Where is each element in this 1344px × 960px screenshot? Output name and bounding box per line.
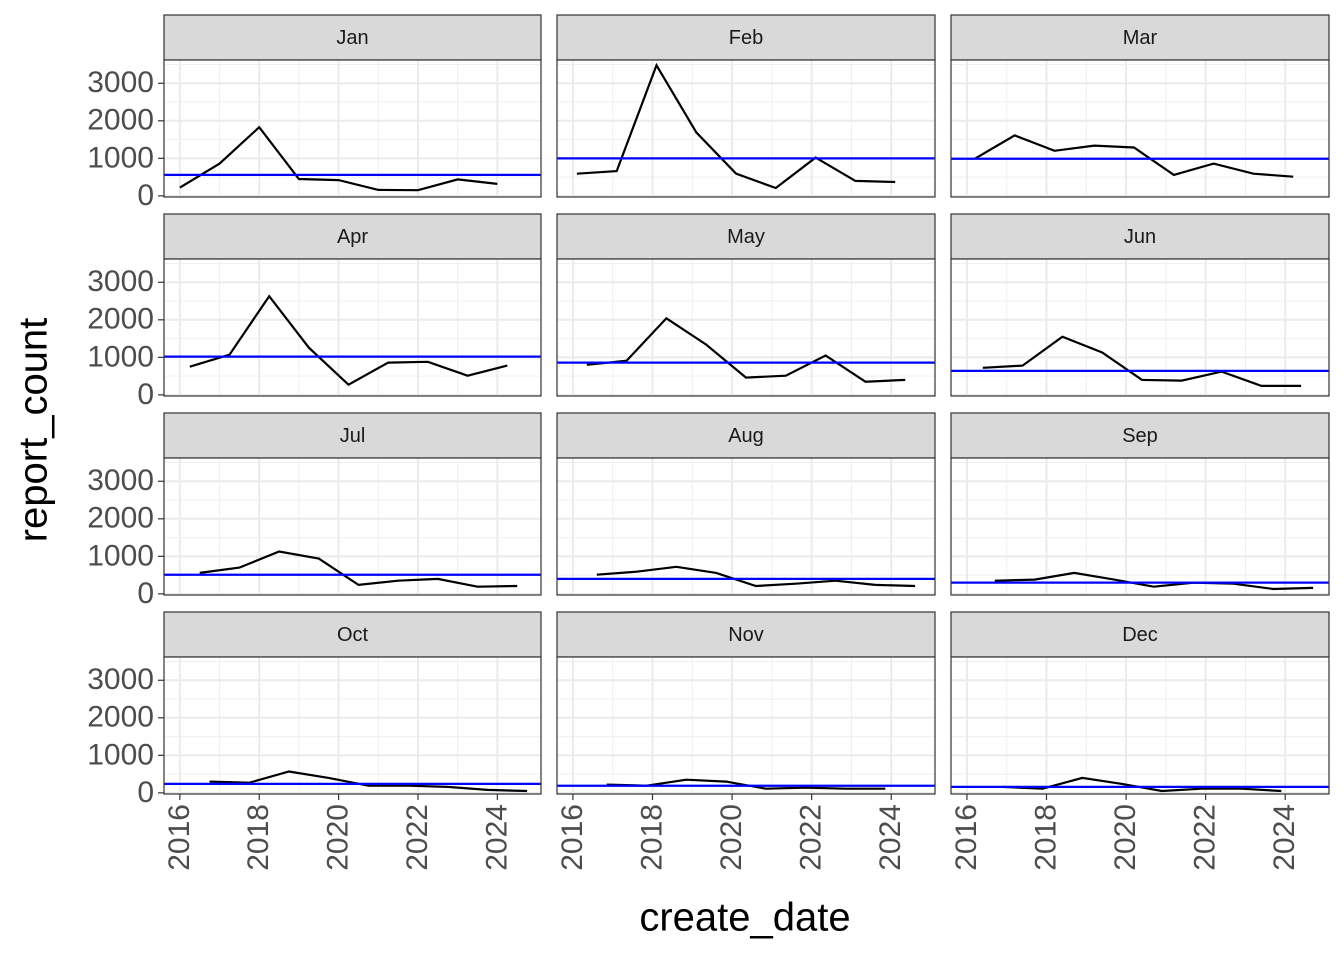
facet-title: Jan (336, 27, 368, 49)
facet-title: Sep (1122, 425, 1158, 447)
data-line (586, 316, 906, 383)
x-tick-label: 2018 (1029, 804, 1062, 871)
facet-title: Nov (728, 624, 764, 646)
x-tick-label: 2022 (795, 804, 828, 871)
x-tick-label: 2018 (242, 804, 275, 871)
facet-title: Apr (337, 226, 368, 248)
facet-strip (556, 412, 936, 459)
panel-border (950, 457, 1330, 596)
facet-title: Dec (1122, 624, 1158, 646)
x-tick-label: 2016 (556, 804, 589, 871)
x-tick-label: 2024 (1268, 804, 1301, 871)
y-tick-label: 0 (137, 179, 154, 212)
panel-border (950, 59, 1330, 198)
y-tick-label: 0 (137, 577, 154, 610)
panel-background (164, 259, 541, 396)
facet-title: Jul (340, 425, 366, 447)
x-tick-label: 2020 (1109, 804, 1142, 871)
x-tick-label: 2020 (322, 804, 355, 871)
y-axis-title: report_count (12, 318, 56, 543)
y-tick-label: 3000 (87, 663, 154, 696)
facet-title: Feb (729, 27, 763, 49)
facet-title: Aug (728, 425, 764, 447)
y-tick-label: 1000 (87, 141, 154, 174)
x-tick-label: 2024 (480, 804, 513, 871)
panel-border (163, 258, 542, 397)
x-tick-label: 2024 (874, 804, 907, 871)
panel-border (163, 59, 542, 198)
facet-strip (163, 611, 542, 658)
facet-strip (556, 213, 936, 260)
facet-strip (163, 14, 542, 61)
panel-border (556, 656, 936, 795)
data-line (199, 550, 518, 588)
y-tick-label: 2000 (87, 104, 154, 137)
y-tick-label: 2000 (87, 701, 154, 734)
x-tick-label: 2016 (950, 804, 983, 871)
data-line (189, 294, 508, 387)
panel-border (163, 656, 542, 795)
data-line (596, 565, 916, 588)
x-tick-label: 2022 (401, 804, 434, 871)
facet-strip (950, 412, 1330, 459)
x-tick-label: 2018 (635, 804, 668, 871)
y-tick-label: 1000 (87, 340, 154, 373)
data-line (209, 770, 528, 793)
y-tick-label: 1000 (87, 738, 154, 771)
facet-title: Mar (1123, 27, 1158, 49)
panel-background (164, 60, 541, 197)
facet-strip (950, 14, 1330, 61)
panel-background (951, 60, 1329, 197)
x-tick-label: 2022 (1189, 804, 1222, 871)
data-line (179, 125, 498, 192)
panel-background (557, 657, 935, 794)
y-tick-label: 0 (137, 378, 154, 411)
data-line (576, 62, 896, 190)
y-tick-label: 1000 (87, 539, 154, 572)
panel-border (556, 59, 936, 198)
data-line (974, 134, 1294, 178)
panel-border (556, 457, 936, 596)
y-tick-label: 3000 (87, 66, 154, 99)
panel-background (951, 259, 1329, 396)
panel-background (951, 657, 1329, 794)
x-axis-title: create_date (639, 896, 850, 940)
y-tick-label: 2000 (87, 303, 154, 336)
panel-background (164, 657, 541, 794)
data-line (994, 571, 1314, 591)
facet-title: Oct (337, 624, 369, 646)
y-tick-label: 3000 (87, 265, 154, 298)
data-line (982, 335, 1302, 387)
y-tick-label: 2000 (87, 502, 154, 535)
y-tick-label: 3000 (87, 464, 154, 497)
x-tick-label: 2020 (715, 804, 748, 871)
facet-title: Jun (1124, 226, 1156, 248)
panel-border (163, 457, 542, 596)
panel-background (557, 259, 935, 396)
y-tick-label: 0 (137, 776, 154, 809)
panel-border (950, 258, 1330, 397)
facet-title: May (727, 226, 765, 248)
panel-border (556, 258, 936, 397)
x-tick-label: 2016 (163, 804, 196, 871)
facet-strip (163, 213, 542, 260)
panel-background (951, 458, 1329, 595)
panel-border (950, 656, 1330, 795)
facet-strip (556, 14, 936, 61)
